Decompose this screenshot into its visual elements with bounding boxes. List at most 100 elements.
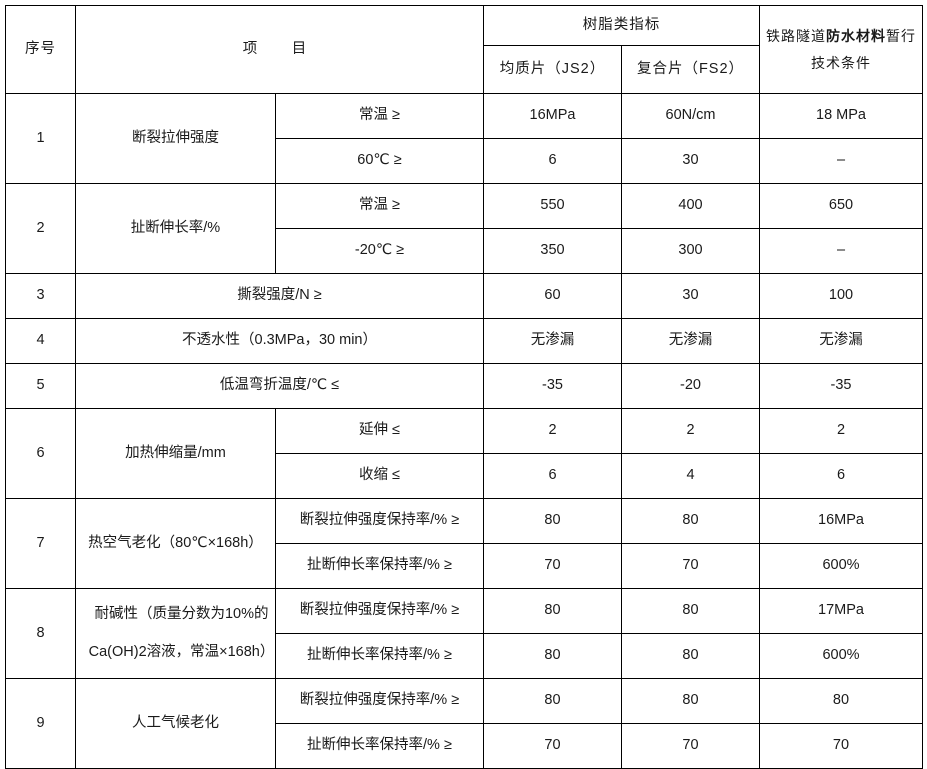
table-row: 3 撕裂强度/N ≥60 30 100	[5, 273, 923, 319]
cell-item-name: 断裂拉伸强度	[75, 93, 276, 184]
cell-value-fs2: 80	[621, 633, 760, 679]
header-js2: 均质片（JS2）	[483, 45, 622, 94]
table-row: 60℃ ≥6 30–	[6, 138, 923, 184]
header-fs2: 复合片（FS2）	[621, 45, 760, 94]
cell-item-name: 不透水性（0.3MPa，30 min）	[75, 318, 484, 364]
cell-value-js2: 无渗漏	[483, 318, 622, 364]
cell-item-name-line1: 耐碱性（质量分数为10%的	[94, 605, 269, 622]
header-item: 项 目	[75, 5, 484, 94]
cell-value-rail: –	[759, 138, 923, 184]
cell-value-fs2: 4	[621, 453, 760, 499]
header-row-1: 序号 项 目 树脂类指标 铁路隧道防水材料暂行 技术条件	[5, 5, 923, 94]
header-railway-line2: 技术条件	[811, 54, 871, 71]
cell-serial-number: 1	[5, 93, 76, 184]
cell-value-rail: 70	[759, 723, 923, 769]
cell-item-name: 撕裂强度/N ≥	[75, 273, 484, 319]
cell-item-name: 低温弯折温度/℃ ≤	[75, 363, 484, 409]
table-row: 2 扯断伸长率/% 常温 ≥550 400 650	[5, 183, 923, 274]
cell-condition: 断裂拉伸强度保持率/% ≥	[275, 678, 484, 724]
cell-value-rail: 600%	[759, 633, 923, 679]
header-serial-number: 序号	[5, 5, 76, 94]
waterproof-material-spec-table: 序号 项 目 树脂类指标 铁路隧道防水材料暂行 技术条件 均质片（JS2） 复合…	[5, 5, 923, 769]
cell-value-rail: 16MPa	[759, 498, 923, 544]
cell-value-fs2: 30	[621, 273, 760, 319]
table-row: 收缩 ≤6 4 6	[6, 453, 923, 499]
cell-item-name: 人工气候老化	[75, 678, 276, 769]
table-row: -20℃ ≥350 300–	[6, 228, 923, 274]
table-body: 1 断裂拉伸强度 常温 ≥16MPa 60N/cm 18 MPa 60℃ ≥6 30–2 扯断…	[5, 93, 923, 769]
cell-value-rail: –	[759, 228, 923, 274]
cell-serial-number: 3	[5, 273, 76, 319]
header-railway-line1-part3: 暂行	[886, 27, 916, 44]
cell-value-js2: 80	[483, 588, 622, 634]
cell-value-rail: 无渗漏	[759, 318, 923, 364]
header-row-2: 均质片（JS2） 复合片（FS2）	[6, 45, 923, 94]
cell-item-name: 热空气老化（80℃×168h）	[75, 498, 276, 589]
cell-value-js2: 70	[483, 723, 622, 769]
cell-value-fs2: 400	[621, 183, 760, 229]
cell-value-fs2: 70	[621, 723, 760, 769]
cell-value-fs2: 80	[621, 588, 760, 634]
table-row: 5 低温弯折温度/℃ ≤ -35 -20 -35	[5, 363, 923, 409]
cell-value-rail: 17MPa	[759, 588, 923, 634]
cell-value-rail: 80	[759, 678, 923, 724]
cell-serial-number: 6	[5, 408, 76, 499]
cell-value-rail: 6	[759, 453, 923, 499]
cell-value-js2: 80	[483, 498, 622, 544]
cell-value-js2: 350	[483, 228, 622, 274]
cell-condition: 常温 ≥	[275, 183, 484, 229]
cell-serial-number: 4	[5, 318, 76, 364]
table-row: 8 耐碱性（质量分数为10%的 Ca(OH)2溶液，常温×168h） 断裂拉伸强度保持…	[5, 588, 923, 679]
cell-item-name-line2: Ca(OH)2溶液，常温×168h）	[88, 643, 275, 660]
cell-value-js2: 70	[483, 543, 622, 589]
cell-serial-number: 7	[5, 498, 76, 589]
cell-value-fs2: 80	[621, 678, 760, 724]
cell-value-fs2: 70	[621, 543, 760, 589]
cell-value-rail: 650	[759, 183, 923, 229]
cell-condition: 断裂拉伸强度保持率/% ≥	[275, 498, 484, 544]
cell-value-js2: 6	[483, 453, 622, 499]
cell-condition: 断裂拉伸强度保持率/% ≥	[275, 588, 484, 634]
cell-value-rail: 100	[759, 273, 923, 319]
cell-serial-number: 2	[5, 183, 76, 274]
cell-value-fs2: 80	[621, 498, 760, 544]
cell-value-js2: 60	[483, 273, 622, 319]
cell-value-js2: 80	[483, 633, 622, 679]
cell-serial-number: 8	[5, 588, 76, 679]
cell-serial-number: 5	[5, 363, 76, 409]
table-row: 扯断伸长率保持率/% ≥80 80 600%	[6, 633, 923, 679]
cell-value-rail: 18 MPa	[759, 93, 923, 139]
cell-value-fs2: 2	[621, 408, 760, 454]
cell-condition: 延伸 ≤	[275, 408, 484, 454]
cell-condition: 常温 ≥	[275, 93, 484, 139]
cell-condition: 收缩 ≤	[275, 453, 484, 499]
table-row: 7 热空气老化（80℃×168h） 断裂拉伸强度保持率/% ≥80 80 16MPa	[5, 498, 923, 589]
table-row: 9 人工气候老化 断裂拉伸强度保持率/% ≥80 80 80	[5, 678, 923, 769]
header-resin-group: 树脂类指标	[483, 5, 760, 46]
cell-condition: 扯断伸长率保持率/% ≥	[275, 723, 484, 769]
cell-value-js2: 80	[483, 678, 622, 724]
cell-serial-number: 9	[5, 678, 76, 769]
table-header: 序号 项 目 树脂类指标 铁路隧道防水材料暂行 技术条件 均质片（JS2） 复合…	[5, 5, 923, 94]
cell-condition: 扯断伸长率保持率/% ≥	[275, 543, 484, 589]
cell-condition: 60℃ ≥	[275, 138, 484, 184]
cell-value-rail: 2	[759, 408, 923, 454]
header-railway-line1-part2-bold: 防水材料	[826, 27, 886, 44]
cell-value-js2: 550	[483, 183, 622, 229]
cell-condition: -20℃ ≥	[275, 228, 484, 274]
table-row: 6 加热伸缩量/mm 延伸 ≤2 2 2	[5, 408, 923, 499]
cell-condition: 扯断伸长率保持率/% ≥	[275, 633, 484, 679]
cell-value-fs2: 无渗漏	[621, 318, 760, 364]
cell-value-fs2: 60N/cm	[621, 93, 760, 139]
cell-item-name: 加热伸缩量/mm	[75, 408, 276, 499]
cell-item-name: 耐碱性（质量分数为10%的 Ca(OH)2溶液，常温×168h）	[75, 588, 276, 679]
header-railway-line1-part1: 铁路隧道	[766, 27, 826, 44]
cell-value-fs2: 300	[621, 228, 760, 274]
cell-value-rail: -35	[759, 363, 923, 409]
cell-value-fs2: -20	[621, 363, 760, 409]
cell-value-js2: 2	[483, 408, 622, 454]
table-row: 1 断裂拉伸强度 常温 ≥16MPa 60N/cm 18 MPa	[5, 93, 923, 184]
cell-value-js2: 16MPa	[483, 93, 622, 139]
cell-value-fs2: 30	[621, 138, 760, 184]
cell-value-js2: 6	[483, 138, 622, 184]
